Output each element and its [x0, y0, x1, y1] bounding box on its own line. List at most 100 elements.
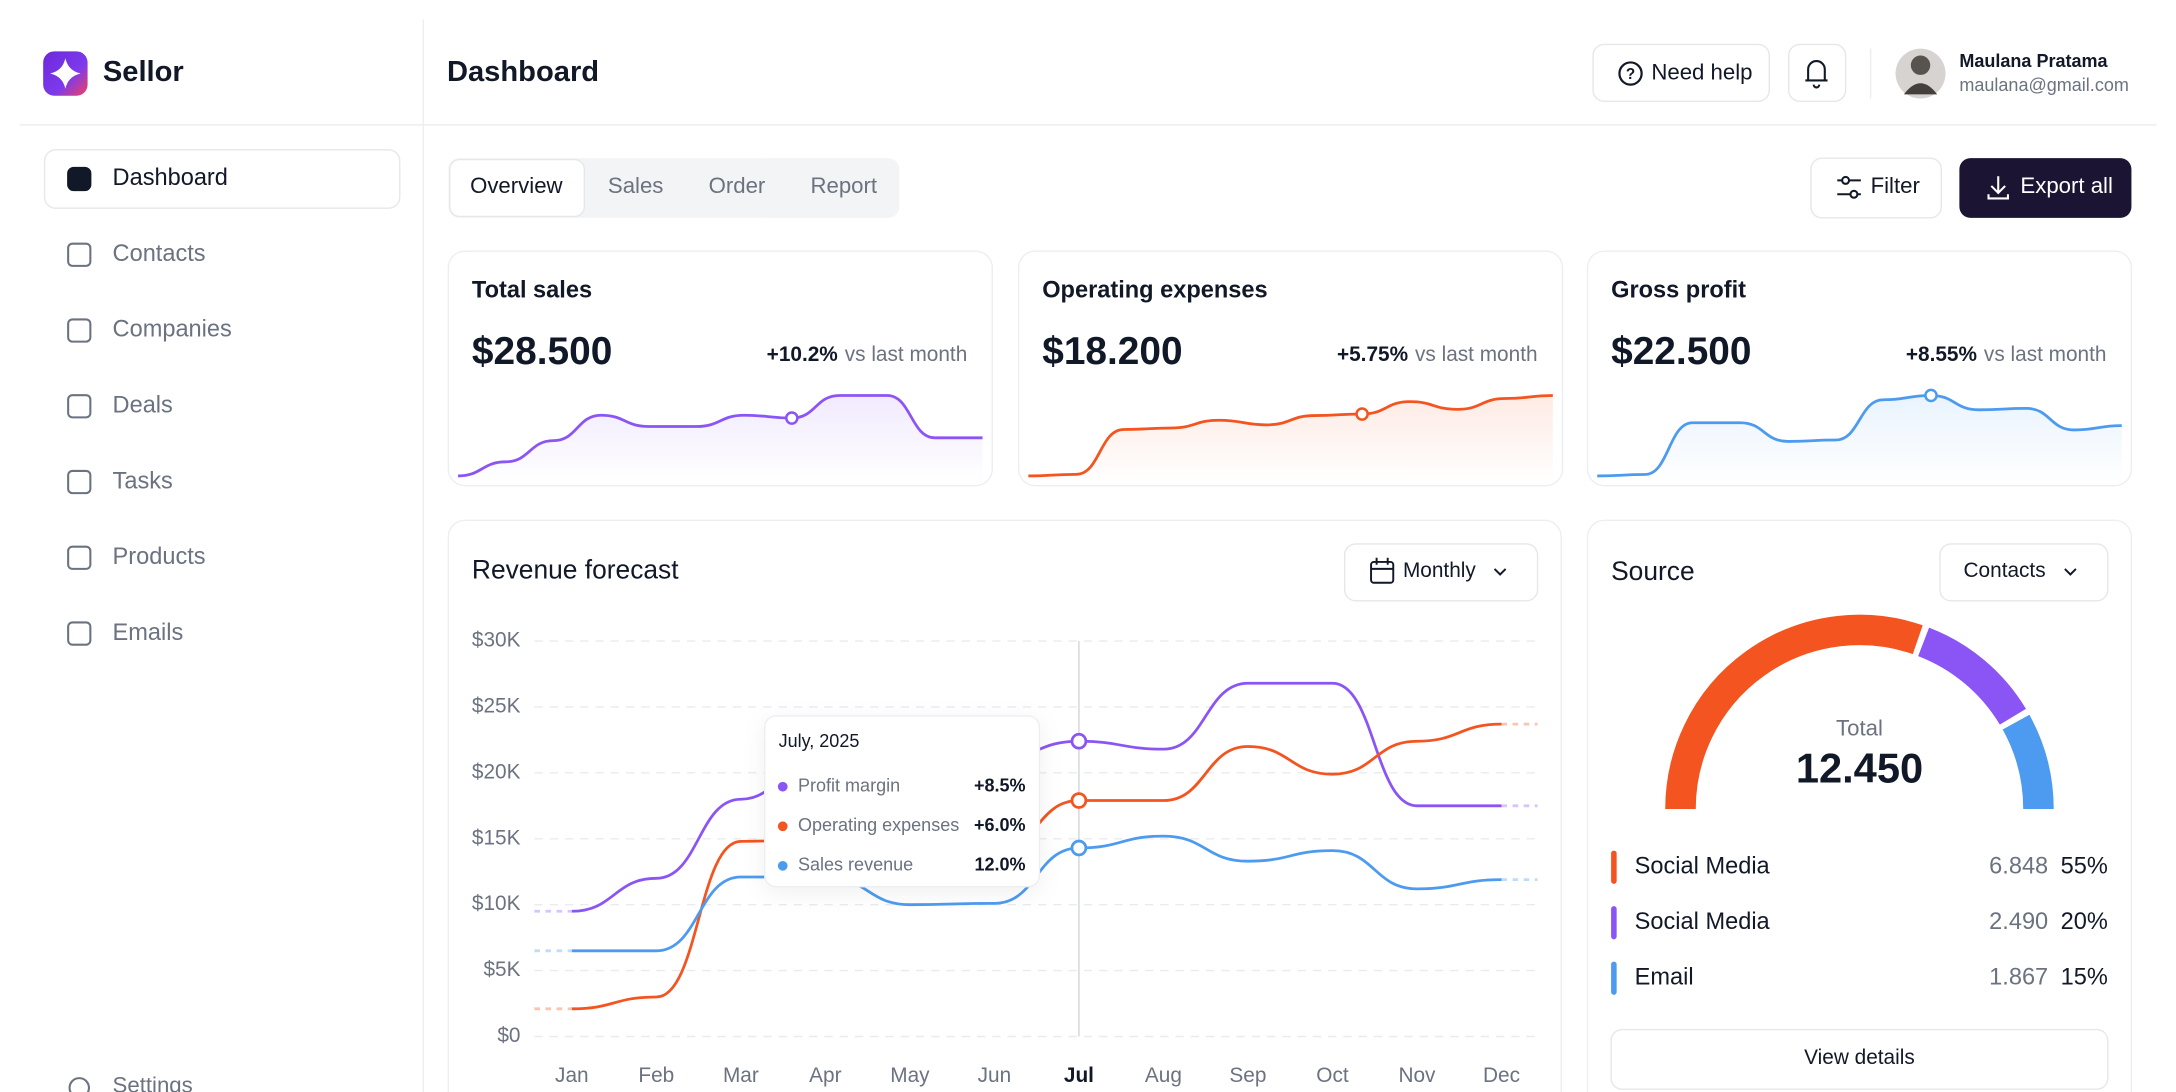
tooltip-value: +6.0% — [974, 815, 1026, 835]
x-tick-label: Jun — [978, 1064, 1012, 1087]
filter-label: Filter — [1871, 173, 1921, 198]
tab-label: Order — [709, 173, 766, 198]
point-marker — [1070, 732, 1088, 750]
nav-item[interactable]: Products — [67, 543, 206, 570]
tooltip-value: +8.5% — [974, 776, 1026, 796]
nav-item[interactable]: Tasks — [67, 467, 173, 495]
x-tick-label: Nov — [1398, 1064, 1436, 1087]
x-tick-label: Apr — [809, 1064, 841, 1087]
nav-icon — [67, 318, 92, 343]
y-tick-label: $10K — [472, 892, 521, 915]
sparkline-marker — [1355, 407, 1369, 421]
help-button[interactable]: ? Need help — [1592, 43, 1770, 102]
sparkline — [1597, 394, 2122, 478]
tooltip-dot — [777, 781, 788, 792]
revenue-title: Revenue forecast — [472, 555, 679, 585]
nav-icon — [67, 621, 92, 646]
user-email: maulana@gmail.com — [1959, 75, 2129, 95]
gauge-segment — [2002, 714, 2054, 810]
nav-item[interactable]: Emails — [67, 619, 184, 646]
period-label: Monthly — [1403, 559, 1476, 582]
y-tick-label: $30K — [472, 629, 521, 652]
nav-icon — [67, 242, 92, 267]
y-tick-label: $25K — [472, 694, 521, 717]
tooltip-title: July, 2025 — [779, 731, 860, 751]
point-marker — [1070, 792, 1088, 809]
source-dropdown[interactable]: Contacts — [1939, 543, 2109, 602]
nav-label: Deals — [113, 392, 173, 418]
kpi-change: +5.75% vs last month — [1337, 343, 1538, 366]
legend-swatch — [1611, 906, 1617, 940]
view-details-label: View details — [1804, 1046, 1915, 1069]
source-filter-label: Contacts — [1964, 559, 2046, 582]
notification-button[interactable] — [1788, 43, 1847, 102]
kpi-change-value: +10.2% — [767, 343, 838, 366]
y-tick-label: $20K — [472, 760, 521, 783]
tab[interactable]: Report — [810, 173, 877, 198]
tab[interactable]: Order — [709, 173, 766, 198]
sparkline-marker — [1924, 388, 1938, 403]
user-name: Maulana Pratama — [1959, 51, 2108, 71]
nav-label: Contacts — [113, 240, 206, 266]
kpi-change-suffix: vs last month — [1415, 343, 1538, 366]
sparkline-area — [458, 395, 983, 485]
kpi-change-suffix: vs last month — [845, 343, 968, 366]
nav-item[interactable]: Contacts — [67, 240, 206, 267]
kpi-change-value: +8.55% — [1906, 343, 1977, 366]
nav-item[interactable]: Deals — [67, 392, 173, 419]
nav-icon — [67, 469, 92, 495]
legend-swatch — [1611, 961, 1617, 995]
nav-label: Emails — [113, 619, 184, 645]
tab-label: Sales — [608, 173, 664, 198]
tab-active-bg — [449, 158, 586, 218]
tooltip-box — [764, 715, 1041, 888]
legend-count: 1.867 — [1989, 963, 2048, 989]
nav-active-bg — [43, 149, 401, 209]
user[interactable]: Maulana Pratama maulana@gmail.com — [1895, 48, 2129, 99]
nav-icon — [67, 166, 92, 192]
legend-count: 6.848 — [1989, 852, 2048, 878]
nav-label: Tasks — [113, 467, 173, 493]
kpi-change: +10.2% vs last month — [767, 343, 968, 366]
period-dropdown[interactable]: Monthly — [1344, 543, 1539, 602]
sparkline-area — [1028, 395, 1553, 485]
line — [571, 681, 1502, 913]
kpi-change-suffix: vs last month — [1984, 343, 2107, 366]
settings-label[interactable]: Settings — [113, 1072, 193, 1092]
nav-label: Dashboard — [113, 164, 228, 190]
tab-label: Overview — [470, 173, 563, 198]
x-tick-label: Mar — [723, 1064, 759, 1087]
x-tick-label: Oct — [1316, 1064, 1349, 1087]
tooltip-dot — [777, 821, 788, 832]
export-button[interactable]: Export all — [1959, 158, 2132, 218]
tab-label: Report — [810, 173, 877, 198]
legend-name: Social Media — [1635, 852, 1771, 878]
gauge-segment — [1665, 614, 1923, 810]
tab[interactable]: Overview — [449, 158, 586, 218]
sparkline-area — [1597, 395, 2122, 485]
x-tick-label: Jan — [555, 1064, 589, 1087]
svg-text:?: ? — [1626, 66, 1635, 83]
x-tick-label: Aug — [1145, 1064, 1182, 1087]
source-title: Source — [1611, 556, 1695, 586]
kpi-change: +8.55% vs last month — [1906, 343, 2107, 366]
legend-count: 2.490 — [1989, 908, 2048, 934]
legend-share: 15% — [2061, 963, 2108, 989]
view-details-button[interactable]: View details — [1610, 1028, 2109, 1090]
sparkline-marker — [785, 411, 799, 425]
kpi-title: Gross profit — [1611, 277, 1746, 303]
x-tick-label: Sep — [1229, 1064, 1266, 1087]
kpi-value: $18.200 — [1042, 330, 1182, 373]
tooltip-name: Profit margin — [798, 776, 900, 796]
x-tick-label: Jul — [1064, 1064, 1094, 1087]
nav-item[interactable]: Companies — [67, 316, 232, 343]
nav-label: Products — [113, 543, 206, 569]
x-tick-label: Dec — [1483, 1064, 1520, 1087]
nav-item[interactable]: Dashboard — [43, 149, 401, 209]
filter-button[interactable]: Filter — [1810, 157, 1943, 219]
tab[interactable]: Sales — [608, 173, 664, 198]
kpi-change-value: +5.75% — [1337, 343, 1408, 366]
legend-swatch — [1611, 850, 1617, 884]
gauge-segment — [1917, 627, 2026, 725]
